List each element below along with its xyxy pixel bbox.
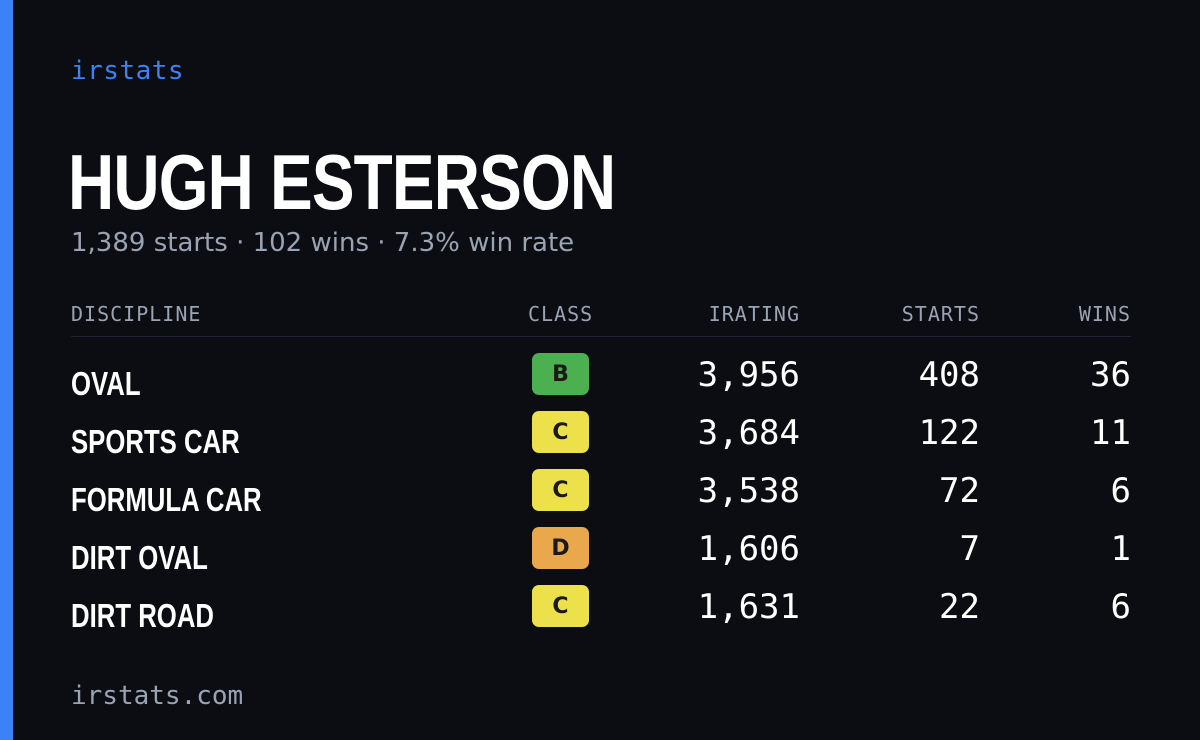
- starts-value: 22: [939, 587, 980, 627]
- class-badge: B: [532, 353, 589, 395]
- discipline-name: OVAL: [71, 365, 141, 402]
- table-header: DISCIPLINE CLASS IRATING STARTS WINS: [71, 300, 1131, 337]
- irating-value: 3,684: [697, 413, 800, 453]
- table-row: DIRT ROAD C 1,631 22 6: [71, 585, 1131, 643]
- class-badge: D: [532, 527, 589, 569]
- discipline-name: FORMULA CAR: [71, 481, 262, 518]
- header-starts: STARTS: [901, 302, 980, 326]
- irating-value: 3,956: [697, 355, 800, 395]
- header-class: CLASS: [528, 302, 594, 326]
- wins-value: 36: [1090, 355, 1131, 395]
- header-wins: WINS: [1078, 302, 1131, 326]
- table-row: SPORTS CAR C 3,684 122 11: [71, 411, 1131, 469]
- table-row: FORMULA CAR C 3,538 72 6: [71, 469, 1131, 527]
- discipline-table: DISCIPLINE CLASS IRATING STARTS WINS OVA…: [71, 300, 1131, 643]
- discipline-name: DIRT ROAD: [71, 597, 214, 634]
- starts-value: 7: [959, 529, 980, 569]
- starts-value: 72: [939, 471, 980, 511]
- driver-name: HUGH ESTERSON: [68, 138, 616, 226]
- table-row: DIRT OVAL D 1,606 7 1: [71, 527, 1131, 585]
- header-irating: IRATING: [708, 302, 800, 326]
- wins-value: 6: [1110, 587, 1131, 627]
- discipline-name: SPORTS CAR: [71, 423, 240, 460]
- wins-value: 11: [1090, 413, 1131, 453]
- starts-value: 408: [918, 355, 980, 395]
- wins-value: 1: [1110, 529, 1131, 569]
- class-badge: C: [532, 585, 589, 627]
- table-body: OVAL B 3,956 408 36 SPORTS CAR C 3,684 1…: [71, 337, 1131, 643]
- footer-url: irstats.com: [71, 681, 244, 711]
- table-row: OVAL B 3,956 408 36: [71, 353, 1131, 411]
- wins-value: 6: [1110, 471, 1131, 511]
- header-discipline: DISCIPLINE: [71, 302, 202, 326]
- class-badge: C: [532, 411, 589, 453]
- irating-value: 1,606: [697, 529, 800, 569]
- accent-bar: [0, 0, 13, 740]
- driver-summary: 1,389 starts · 102 wins · 7.3% win rate: [71, 228, 575, 258]
- irating-value: 1,631: [697, 587, 800, 627]
- class-badge: C: [532, 469, 589, 511]
- irating-value: 3,538: [697, 471, 800, 511]
- starts-value: 122: [918, 413, 980, 453]
- discipline-name: DIRT OVAL: [71, 539, 208, 576]
- brand-logo-text: irstats: [71, 56, 185, 86]
